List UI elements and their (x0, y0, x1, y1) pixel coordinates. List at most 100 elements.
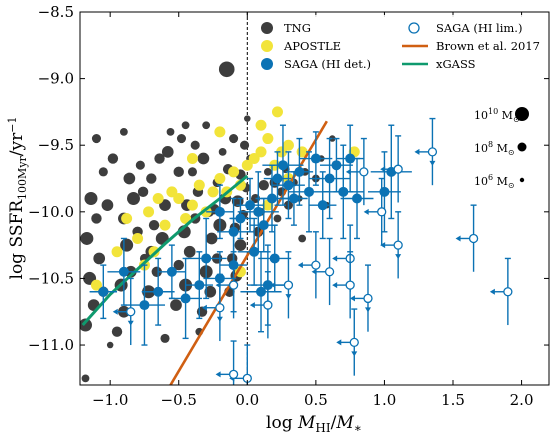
legend-saga-lim-marker (408, 22, 420, 34)
saga-det-point (180, 293, 191, 304)
size-legend-marker-1e10 (515, 107, 529, 121)
legend-saga-lim-label: SAGA (HI lim.) (436, 21, 522, 35)
tng-point (123, 172, 136, 185)
tng-point (204, 285, 217, 298)
saga-det-point (310, 153, 321, 164)
x-axis-label: log MHI/M∗ (266, 413, 362, 435)
apostle-point (159, 219, 171, 231)
saga-det-point (269, 253, 280, 264)
saga-lim-arrowhead (215, 371, 221, 378)
saga-det-point (294, 166, 305, 177)
saga-lim-arrowhead (414, 148, 420, 155)
tng-point (173, 166, 184, 178)
tng-point (106, 341, 114, 349)
saga-lim-down-arrowhead (429, 160, 436, 166)
plot-area (80, 12, 513, 385)
saga-lim-arrowhead (345, 168, 351, 175)
tng-point (190, 140, 200, 150)
legend: TNG APOSTLE SAGA (HI det.) SAGA (HI lim.… (254, 15, 544, 75)
size-legend: 1010 M⊙ 108 M⊙ 106 M⊙ (474, 107, 529, 190)
tng-point (263, 167, 272, 176)
saga-lim-arrowhead (112, 308, 118, 315)
tng-point (101, 199, 114, 212)
tng-point (170, 299, 182, 311)
saga-det-point (235, 213, 246, 224)
tng-point (205, 232, 218, 245)
saga-lim-point (228, 369, 239, 379)
saga-lim-point (311, 260, 321, 270)
tng-point (197, 152, 210, 165)
apostle-point (262, 133, 274, 145)
tng-point (298, 234, 307, 243)
apostle-point (132, 232, 144, 244)
saga-lim-arrowhead (349, 295, 355, 302)
y-tick-label: −8.5 (38, 3, 74, 21)
tng-point (81, 374, 90, 383)
legend-saga-det-marker (261, 58, 273, 70)
y-axis-label: log SSFR100Myr/yr−1 (6, 117, 29, 280)
apostle-point (186, 199, 198, 211)
saga-det-point (324, 173, 335, 184)
legend-saga-det-label: SAGA (HI det.) (284, 57, 371, 71)
saga-lim-point (324, 267, 335, 277)
saga-lim-arrowhead (297, 262, 303, 269)
x-tick-label: 1.5 (441, 391, 465, 409)
saga-lim-arrowhead (332, 282, 338, 289)
tng-point (91, 134, 102, 144)
saga-det-point (331, 160, 342, 171)
saga-lim-down-arrowhead (395, 254, 402, 260)
saga-lim-point (363, 293, 373, 304)
saga-lim-down-arrowhead (216, 316, 223, 322)
legend-apostle-label: APOSTLE (283, 39, 341, 53)
tng-point (119, 127, 128, 136)
apostle-point (186, 153, 198, 165)
apostle-point (90, 279, 102, 291)
tng-point (161, 146, 174, 158)
saga-det-point (266, 193, 277, 204)
saga-lim-point (393, 164, 403, 174)
apostle-point (143, 206, 155, 218)
apostle-point (228, 166, 240, 178)
tng-point (229, 134, 239, 144)
saga-det-point (283, 180, 294, 191)
apostle-point (121, 212, 133, 224)
tng-point (107, 153, 119, 164)
saga-det-point (338, 186, 349, 197)
tng-point (126, 192, 140, 205)
apostle-point (271, 106, 283, 118)
legend-apostle-marker (261, 40, 273, 52)
y-tick-label: −9.5 (38, 136, 74, 154)
saga-det-point (277, 160, 288, 171)
saga-lim-arrowhead (455, 235, 461, 242)
apostle-point (255, 146, 267, 158)
saga-lim-arrowhead (489, 288, 495, 295)
axes: −1.0 −0.5 0.0 0.5 1.0 1.5 2.0 −8.5 −9.0 −9.5 −10.0… (28, 3, 549, 409)
saga-lim-point (283, 280, 294, 290)
saga-det-point (379, 186, 390, 197)
saga-lim-arrowhead (336, 339, 342, 346)
tng-point (154, 153, 165, 164)
tng-point (146, 173, 157, 184)
saga-det-point (98, 286, 109, 297)
tng-point (183, 245, 196, 258)
tng-point (91, 213, 102, 224)
saga-lim-arrowhead (380, 242, 386, 249)
tng-point (258, 179, 269, 191)
apostle-point (241, 159, 253, 171)
tng-point (244, 115, 251, 122)
y-tick-label: −11.0 (28, 336, 74, 354)
saga-det-point (153, 286, 164, 297)
saga-lim-down-arrowhead (127, 320, 134, 326)
saga-lim-down-arrowhead (364, 307, 371, 313)
saga-det-point (201, 253, 212, 264)
saga-det-point (345, 153, 356, 164)
saga-det-point (317, 200, 328, 211)
tng-point (218, 147, 227, 156)
saga-lim-point (359, 167, 369, 177)
apostle-point (166, 186, 178, 198)
saga-lim-point (468, 233, 479, 244)
tng-point (173, 259, 184, 271)
tng-point (93, 252, 106, 265)
saga-det-point (352, 193, 363, 204)
saga-lim-point (228, 280, 239, 290)
